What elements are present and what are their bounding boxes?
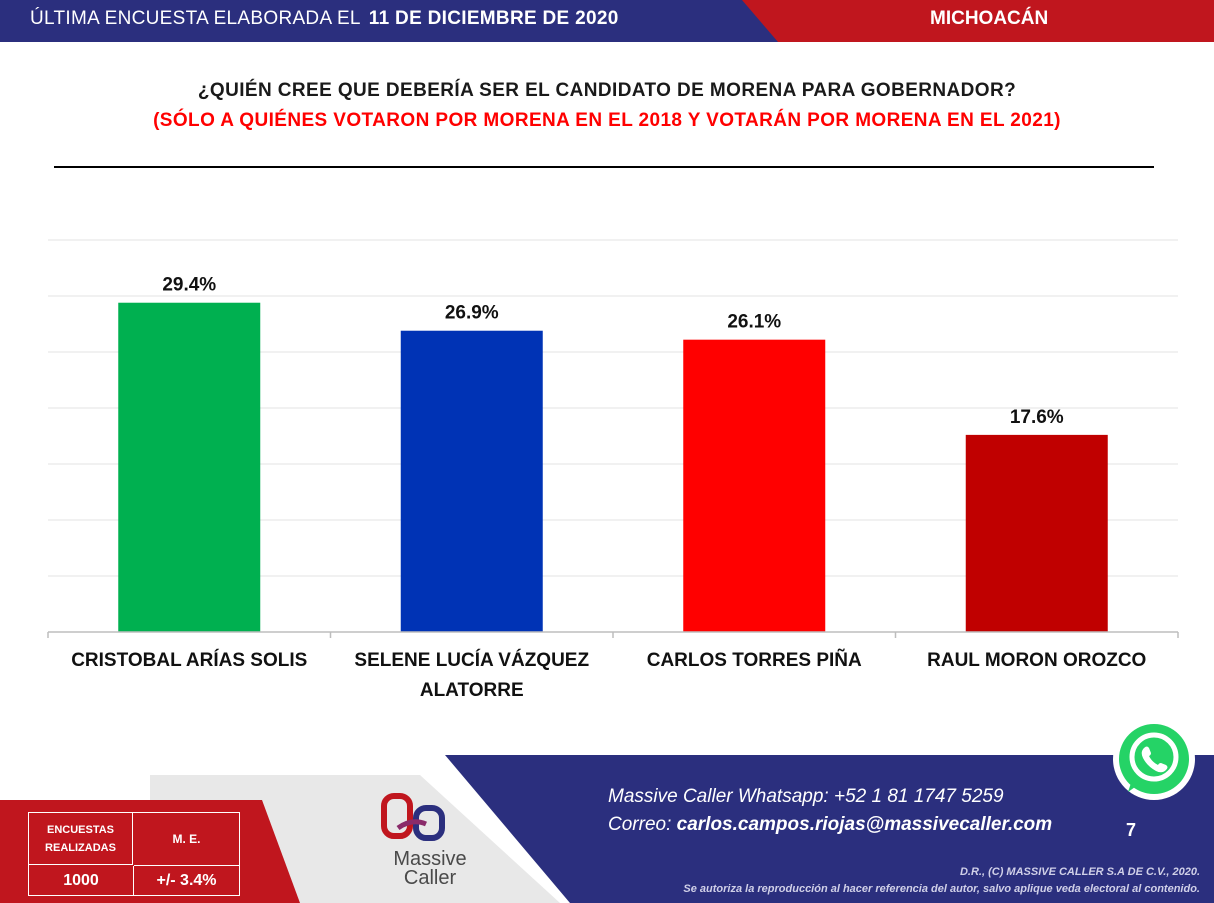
brand-name-line2: Caller: [403, 867, 457, 889]
email-label: Correo:: [608, 814, 677, 835]
massive-caller-logo-icon: [381, 793, 445, 841]
bar-chart: 29.4% 26.9% 26.1% 17.6%: [47, 239, 1179, 638]
copyright-line: D.R., (C) MASSIVE CALLER S.A DE C.V., 20…: [959, 866, 1200, 878]
email-contact: Correo: carlos.campos.riojas@massivecall…: [608, 814, 1052, 836]
x-tick-label: SELENE LUCÍA VÁZQUEZ ALATORRE: [354, 650, 590, 701]
x-tick-label: CARLOS TORRES PIÑA: [646, 650, 862, 671]
bar: [400, 330, 543, 632]
survey-date-prefix: ÚLTIMA ENCUESTA ELABORADA EL: [30, 8, 361, 29]
data-label: 26.1%: [727, 312, 781, 333]
bar: [118, 302, 261, 632]
bar: [683, 339, 826, 632]
chart-title: ¿QUIÉN CREE QUE DEBERÍA SER EL CANDIDATO…: [197, 80, 1017, 101]
page-number: 7: [1126, 820, 1137, 840]
surveys-value: 1000: [29, 866, 134, 895]
data-label: 17.6%: [1010, 407, 1064, 428]
data-label: 29.4%: [162, 275, 216, 296]
bar: [965, 434, 1108, 632]
title-divider: [54, 166, 1154, 168]
email-link[interactable]: carlos.campos.riojas@massivecaller.com: [676, 814, 1053, 835]
margin-error-label: M. E.: [134, 813, 239, 866]
header-navy-band: [0, 0, 778, 42]
x-tick-label: CRISTOBAL ARÍAS SOLIS: [71, 650, 308, 671]
header-bar: ÚLTIMA ENCUESTA ELABORADA EL 11 DE DICIEM…: [0, 0, 1214, 42]
surveys-label: ENCUESTAS REALIZADAS: [29, 813, 133, 865]
data-label: 26.9%: [445, 303, 499, 324]
whatsapp-contact: Massive Caller Whatsapp: +52 1 81 1747 5…: [608, 786, 1004, 807]
footer-navy-band: [445, 755, 1214, 903]
region-label: MICHOACÁN: [930, 8, 1049, 29]
footer-red-band: [0, 800, 300, 903]
brand-name: Massive Caller: [372, 848, 488, 889]
reproduction-notice: Se autoriza la reproducción al hacer ref…: [683, 883, 1200, 895]
survey-stats-table: ENCUESTAS REALIZADAS M. E. 1000 +/- 3.4%: [28, 812, 240, 896]
survey-date-line: ÚLTIMA ENCUESTA ELABORADA EL 11 DE DICIEM…: [30, 8, 619, 30]
brand-name-line1: Massive: [393, 848, 467, 870]
x-tick-label: RAUL MORON OROZCO: [927, 650, 1147, 671]
survey-date: 11 DE DICIEMBRE DE 2020: [368, 8, 619, 29]
whatsapp-icon[interactable]: [1113, 718, 1195, 800]
header-background: [0, 0, 1214, 42]
margin-error-value: +/- 3.4%: [156, 872, 217, 889]
chart-subtitle: (SÓLO A QUIÉNES VOTARON POR MORENA EN EL…: [153, 110, 1061, 131]
